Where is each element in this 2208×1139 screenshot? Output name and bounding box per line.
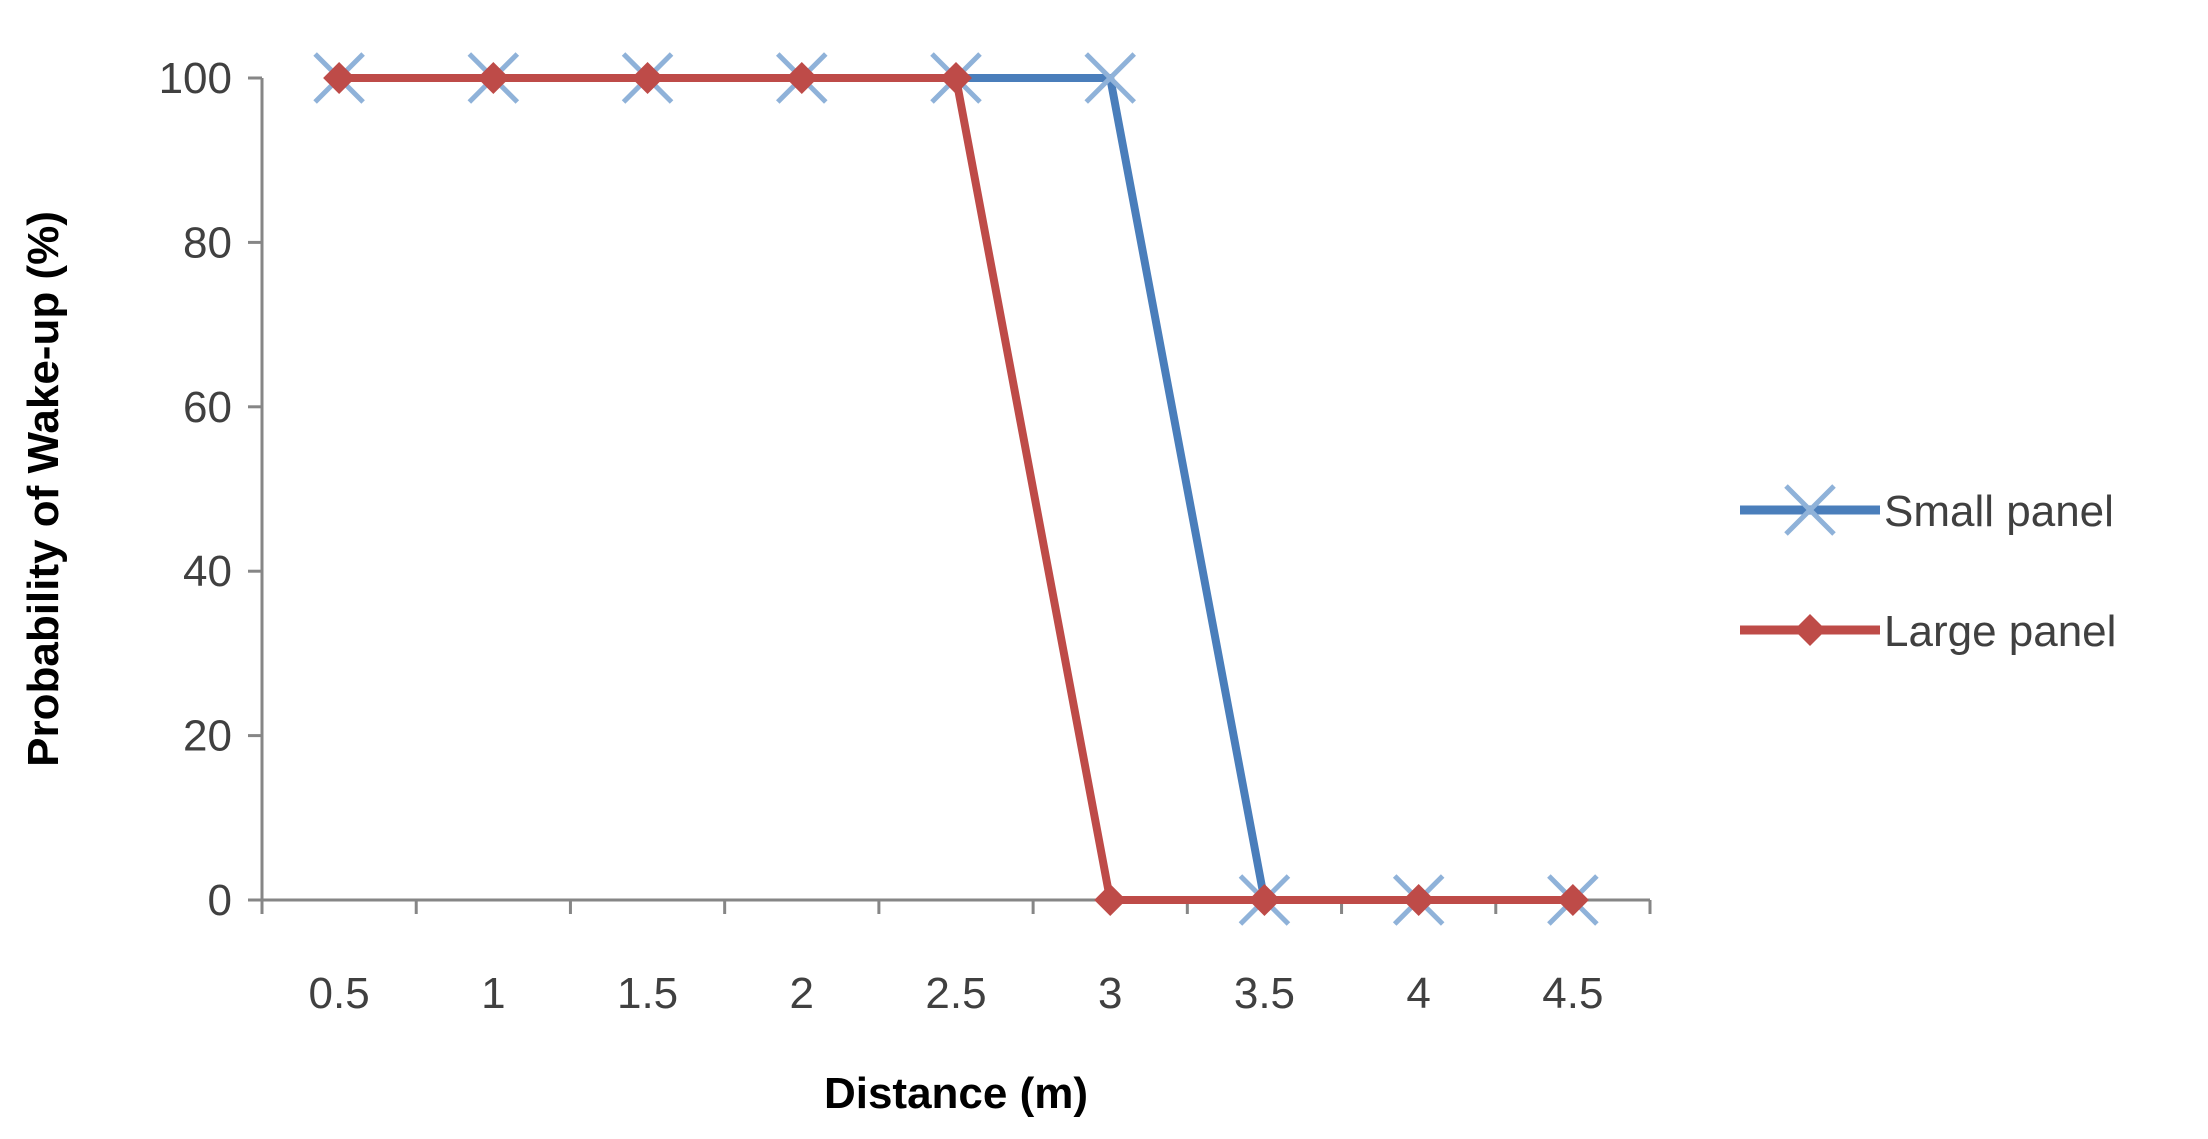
y-tick-label: 40: [183, 547, 232, 596]
x-tick-label: 2: [790, 969, 814, 1018]
axes: [260, 78, 1650, 902]
series-large-panel: [323, 62, 1589, 916]
x-tick-label: 3: [1098, 969, 1122, 1018]
legend-marker-small-panel: [1784, 484, 1836, 536]
y-tick-label: 60: [183, 383, 232, 432]
y-tick-label: 20: [183, 712, 232, 761]
legend-label-small-panel: Small panel: [1884, 487, 2114, 536]
series-small-panel: [313, 52, 1599, 926]
x-axis-title: Distance (m): [824, 1069, 1088, 1118]
legend-entry-small-panel: Small panel: [1740, 484, 2114, 536]
data-point-large-panel: [940, 62, 972, 94]
legend-marker-large-panel: [1794, 614, 1826, 646]
data-point-large-panel: [1094, 884, 1127, 916]
data-point-large-panel: [323, 62, 356, 94]
data-point-large-panel: [1248, 884, 1281, 916]
x-tick-label: 4.5: [1542, 969, 1603, 1018]
series-line-large-panel: [339, 74, 1573, 904]
y-axis-title: Probability of Wake-up (%): [19, 211, 68, 767]
data-point-small-panel: [1084, 52, 1136, 104]
data-point-large-panel: [1556, 884, 1589, 916]
series-layer: [313, 52, 1599, 926]
legend-label-large-panel: Large panel: [1884, 607, 2116, 656]
y-tick-label: 80: [183, 218, 232, 267]
legend-entry-large-panel: Large panel: [1740, 607, 2116, 656]
data-point-large-panel: [631, 62, 664, 94]
legend: Small panel Large panel: [1740, 484, 2116, 656]
data-point-large-panel: [477, 62, 510, 94]
x-tick-label: 1: [481, 969, 505, 1018]
x-tick-label: 4: [1406, 969, 1430, 1018]
data-point-large-panel: [1402, 884, 1435, 916]
series-line-small-panel: [339, 74, 1573, 904]
tick-labels: 0 20 40 60 80 100 0.5 1 1.5 2 2.5 3 3.5 4 4.5: [159, 54, 1604, 1018]
y-tick-label: 0: [208, 876, 232, 925]
x-tick-label: 0.5: [309, 969, 370, 1018]
data-point-large-panel: [785, 62, 818, 94]
y-tick-label: 100: [159, 54, 232, 103]
x-tick-label: 2.5: [925, 969, 986, 1018]
x-tick-label: 1.5: [617, 969, 678, 1018]
x-tick-label: 3.5: [1234, 969, 1295, 1018]
tick-marks: [248, 76, 1652, 914]
